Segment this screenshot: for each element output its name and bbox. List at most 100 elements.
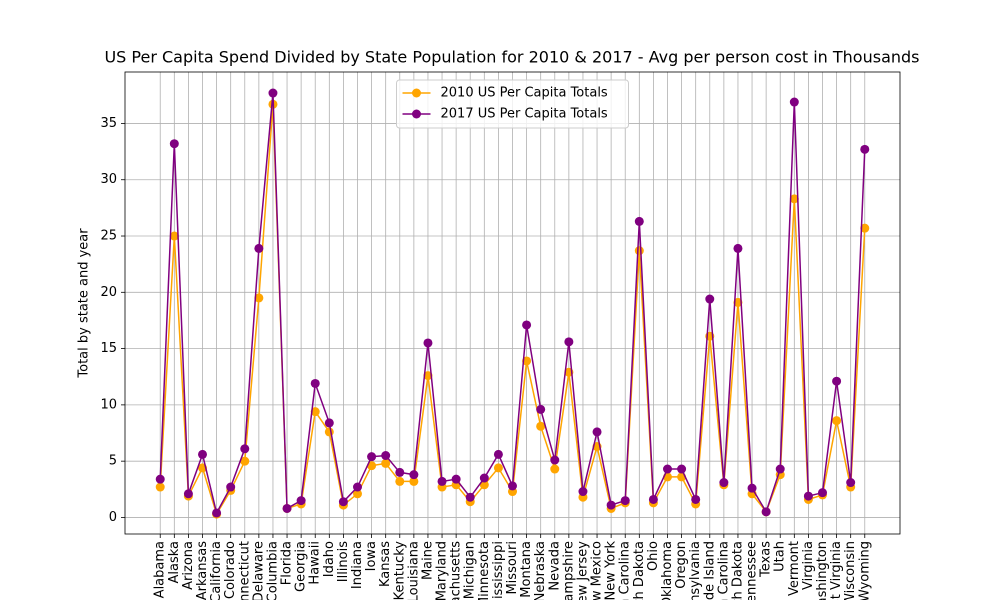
x-tick-label: South Carolina [716,541,731,600]
data-point [395,467,405,477]
data-point [733,297,743,307]
x-tick-label: Kentucky [392,541,407,600]
data-point [832,376,842,386]
data-point [832,416,842,426]
data-point [155,482,165,492]
x-tick-label: Wisconsin [843,541,858,600]
legend-label: 2017 US Per Capita Totals [441,107,608,122]
data-point [183,489,193,499]
x-tick-label: Colorado [223,541,238,599]
data-point [733,243,743,253]
x-tick-label: Texas [759,541,774,578]
x-tick-label: Idaho [322,541,337,577]
data-point [818,488,827,498]
y-tick-label: 30 [100,172,117,187]
data-point [451,474,461,484]
x-tick-label: Kansas [378,541,393,587]
data-point [761,507,771,517]
x-tick-label: Illinois [336,541,351,582]
x-tick-label: Virginia [801,541,816,590]
x-tick-label: Arizona [181,541,196,590]
legend-box [396,79,629,129]
x-tick-label: Mississippi [491,541,506,600]
y-tick-label: 20 [100,285,117,300]
data-point [338,497,348,507]
x-tick-label: North Dakota [632,541,647,600]
data-point [522,320,532,330]
data-point [198,449,207,459]
data-point [606,500,616,510]
x-tick-label: Minnesota [477,541,492,600]
data-point [437,476,447,486]
grid [125,72,900,534]
x-tick-label: Massachusetts [449,541,464,600]
x-tick-label: Tennessee [745,541,760,600]
data-point [634,216,644,226]
data-point [663,464,672,474]
data-point [169,139,179,149]
data-point [240,444,250,454]
x-tick-label: Iowa [364,541,379,571]
y-tick-label: 5 [109,454,117,469]
y-tick-label: 35 [100,116,117,131]
x-tick-label: Oregon [674,541,689,589]
data-point [536,404,546,414]
x-tick-label: California [209,541,224,600]
data-point [155,474,165,484]
data-point [367,452,377,462]
x-tick-label: Hawaii [308,541,323,585]
data-point [254,243,264,253]
data-point [860,223,870,233]
data-point [620,496,630,506]
x-tick-label: Nebraska [533,541,548,600]
data-point [634,246,644,256]
x-tick-label: Washington [815,541,830,600]
data-point [747,483,757,493]
data-point [240,456,250,466]
data-point [212,508,222,518]
data-point [282,503,292,513]
x-tick-label: Connecticut [237,541,252,600]
x-tick-label: Alaska [167,541,182,584]
data-point [296,496,306,506]
y-tick-label: 25 [100,229,117,244]
data-point [789,97,799,107]
data-point [508,481,517,491]
data-point [691,494,701,504]
x-tick-label: New Hampshire [561,541,576,600]
data-point [789,194,799,204]
data-point [324,418,334,428]
data-point [324,427,334,437]
legend-marker [412,88,421,98]
data-point [381,458,391,468]
data-point [169,231,179,241]
data-point [409,470,419,480]
plot-frame [124,71,901,535]
x-tick-label: Rhode Island [702,541,717,600]
data-point [719,478,729,488]
x-tick-label: Michigan [463,541,478,599]
data-point [310,378,320,388]
data-point [395,476,405,486]
x-tick-label: Wyoming [857,541,872,600]
data-point [846,478,856,488]
data-point [423,338,433,348]
x-tick-label: New Jersey [575,541,590,600]
data-point [310,407,320,417]
data-point [775,464,785,474]
data-point [254,293,264,303]
x-tick-label: Louisiana [406,541,421,600]
x-tick-label: Florida [280,541,295,585]
y-tick-label: 15 [100,341,117,356]
x-tick-label: Maine [420,541,435,580]
y-tick-label: 0 [109,510,117,525]
data-point [367,461,377,471]
x-tick-label: Alabama [153,541,168,598]
data-point [493,463,503,473]
data-point [226,482,236,492]
data-point [536,421,546,431]
data-point [550,464,560,474]
data-point [578,487,588,497]
